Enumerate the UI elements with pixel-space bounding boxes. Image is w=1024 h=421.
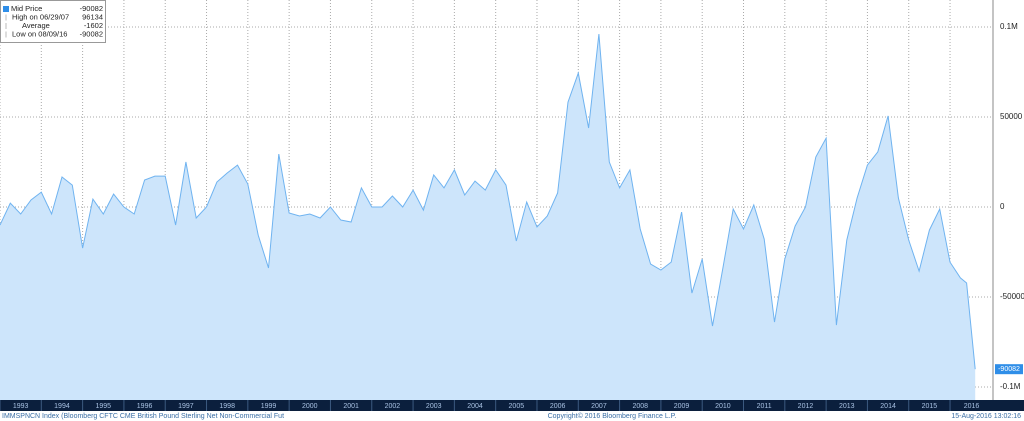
y-tick-label: 0 <box>1000 202 1005 211</box>
x-tick-label: 1998 <box>219 403 235 410</box>
x-tick-label: 1996 <box>137 403 153 410</box>
last-value-flag <box>995 364 1023 375</box>
x-tick-label: 2008 <box>632 403 648 410</box>
legend-label: Low on 08/09/16 <box>12 29 67 38</box>
y-tick-label: -50000 <box>1000 292 1024 301</box>
x-tick-label: 2014 <box>880 403 896 410</box>
area <box>0 34 976 400</box>
x-tick-label: 2010 <box>715 403 731 410</box>
legend-value: -90082 <box>80 29 103 38</box>
x-tick-label: 1993 <box>13 403 29 410</box>
legend: Mid Price -90082 High on 06/29/07 96134 Aver… <box>0 0 106 43</box>
legend-box <box>0 0 106 43</box>
last-value-label: -90082 <box>998 366 1020 373</box>
x-tick-label: 2005 <box>509 403 525 410</box>
x-tick-label: 2009 <box>674 403 690 410</box>
legend-value: -90082 <box>80 4 103 13</box>
x-tick-label: 2007 <box>591 403 607 410</box>
legend-label: Mid Price <box>11 4 42 13</box>
y-tick-label: 0.1M <box>1000 22 1018 31</box>
footer-center: Copyright© 2016 Bloomberg Finance L.P. <box>548 412 677 420</box>
y-tick-label: 50000 <box>1000 112 1023 121</box>
footer-left: IMMSPNCN Index (Bloomberg CFTC CME Briti… <box>2 413 284 420</box>
x-tick-label: 2001 <box>343 403 359 410</box>
legend-label: Average <box>22 21 50 30</box>
x-tick-label: 2004 <box>467 403 483 410</box>
x-tick-label: 2013 <box>839 403 855 410</box>
x-tick-label: 2006 <box>550 403 566 410</box>
x-tick-label: 2003 <box>426 403 442 410</box>
x-tick-label: 2002 <box>385 403 401 410</box>
x-tick-label: 2000 <box>302 403 318 410</box>
x-tick-label: 1995 <box>95 403 111 410</box>
x-tick-label: 2016 <box>964 403 980 410</box>
x-tick-label: 1999 <box>261 403 277 410</box>
legend-value: -1602 <box>84 21 103 30</box>
x-tick-label: 1997 <box>178 403 194 410</box>
x-tick-label: 2011 <box>757 403 772 410</box>
y-tick-label: -0.1M <box>1000 382 1021 391</box>
x-tick-label: 2015 <box>922 403 938 410</box>
x-tick-label: 1994 <box>54 403 70 410</box>
legend-value: 96134 <box>82 12 103 21</box>
footer-right: 15-Aug-2016 13:02:16 <box>951 413 1021 420</box>
line <box>0 33 976 370</box>
year-strip <box>0 400 1024 411</box>
legend-swatch <box>3 6 9 12</box>
x-tick-label: 2012 <box>798 403 814 410</box>
legend-label: High on 06/29/07 <box>12 12 69 21</box>
